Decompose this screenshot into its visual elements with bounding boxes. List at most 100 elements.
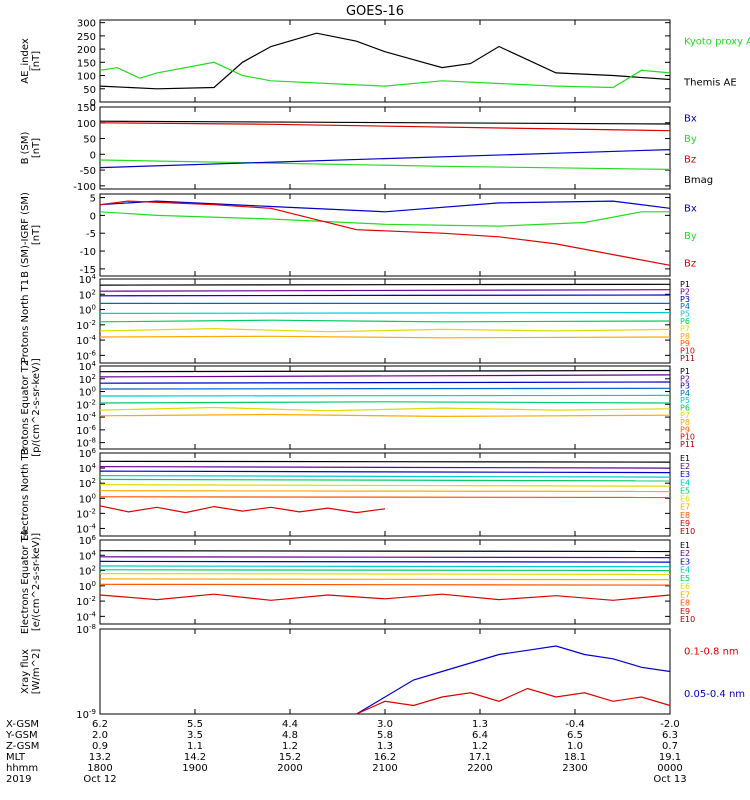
ephemeris-row-label: Z-GSM <box>6 741 39 752</box>
panel-3-legend-p5: P5 <box>680 310 690 319</box>
panel-2-legend-bx: Bx <box>684 204 697 215</box>
ephemeris-value: 1.1 <box>187 741 203 752</box>
panel-6-series-e6 <box>99 572 671 576</box>
panel-5-ytick-label: 10-4 <box>76 522 96 535</box>
panel-4-legend-p6: P6 <box>680 404 690 413</box>
panel-2-legend-bz: Bz <box>684 258 696 269</box>
panel-3-series-p2 <box>99 289 671 292</box>
panel-5-ytick-label: 10-2 <box>76 507 96 520</box>
panel-6-legend-e7: E7 <box>680 590 690 599</box>
panel-6-legend-e4: E4 <box>680 566 690 575</box>
panel-6-series-e1 <box>99 550 671 553</box>
panel-6-legend-e1: E1 <box>680 541 690 550</box>
ephemeris-value: 18.1 <box>564 752 586 763</box>
ephemeris-value: 2300 <box>562 763 587 774</box>
panel-5-ytick-label: 104 <box>79 462 97 475</box>
ephemeris-value: 4.4 <box>282 719 298 730</box>
ephemeris-row-label: MLT <box>6 752 26 763</box>
panel-1-legend-bz: Bz <box>684 154 696 165</box>
panel-5-legend-e8: E8 <box>680 511 690 520</box>
panel-6-legend-e6: E6 <box>680 582 690 591</box>
panel-3-ytick-label: 10-4 <box>76 334 96 347</box>
panel-5-legend-e3: E3 <box>680 470 690 479</box>
ephemeris-value: 0000 <box>657 763 682 774</box>
panel-1-series-by <box>99 159 671 170</box>
ephemeris-value: 3.5 <box>187 730 203 741</box>
panel-5-series-e5 <box>99 478 671 482</box>
panel-1-ytick-label: -50 <box>80 166 96 177</box>
ephemeris-value: 1.2 <box>282 741 298 752</box>
panel-6-series-e7 <box>99 578 671 581</box>
panel-1-legend-bmag: Bmag <box>684 175 713 186</box>
panel-4-series-p2 <box>99 374 671 378</box>
panel-6-ytick-label: 106 <box>79 534 97 547</box>
panel-6-series-e5 <box>99 569 671 572</box>
panel-1-ytick-label: 50 <box>83 135 96 146</box>
panel-0-frame <box>99 19 671 103</box>
panel-1-ytick-label: 100 <box>77 119 96 130</box>
panel-6-series-e9 <box>99 593 671 601</box>
panel-2-ylabel: B (SM)-IGRF (SM)[nT] <box>20 192 42 278</box>
panel-0-ytick-label: 100 <box>77 72 96 83</box>
panel-4-legend-p7: P7 <box>680 411 690 420</box>
panel-2-ytick-label: -5 <box>86 229 96 240</box>
panel-6-legend-e10: E10 <box>680 615 695 624</box>
panel-3-legend-p7: P7 <box>680 324 690 333</box>
panel-5-ylabel: Electrons North T3 <box>20 448 31 541</box>
panel-6-legend-e9: E9 <box>680 607 690 616</box>
panel-2-ytick-label: 5 <box>90 194 96 205</box>
panel-4-ytick-label: 102 <box>79 373 96 386</box>
panel-2-series-bx <box>99 200 671 213</box>
ephemeris-value: 1.2 <box>472 741 488 752</box>
panel-7-ytick-label: 10-8 <box>76 623 96 636</box>
panel-0-ylabel: AE_index[nT] <box>20 38 42 84</box>
panel-4-series-p1 <box>99 369 671 373</box>
panel-0-ytick-label: 0 <box>90 98 96 109</box>
panel-0-ytick-label: 150 <box>77 58 96 69</box>
panel-4-ytick-label: 10-2 <box>76 398 96 411</box>
panel-6-ytick-label: 10-4 <box>76 610 96 623</box>
panel-4-ytick-label: 10-8 <box>76 437 96 450</box>
panel-5-legend-e9: E9 <box>680 519 690 528</box>
ephemeris-value: 13.2 <box>89 752 111 763</box>
ephemeris-value: -0.4 <box>565 719 585 730</box>
panel-4-frame <box>99 365 671 450</box>
panel-4-legend-p10: P10 <box>680 433 695 442</box>
panel-6-frame <box>99 539 671 625</box>
panel-2-legend-by: By <box>684 231 697 242</box>
panel-2-series-bz <box>99 200 671 266</box>
panel-1-series-bz <box>99 122 671 132</box>
panel-5-legend-e4: E4 <box>680 478 690 487</box>
ephemeris-value: 1.3 <box>472 719 488 730</box>
ephemeris-row-label: 2019 <box>6 774 31 785</box>
panel-7-ytick-label: 10-9 <box>76 708 96 721</box>
panel-3-legend-p1: P1 <box>680 280 690 289</box>
panel-4-ytick-label: 100 <box>79 386 96 399</box>
panel-3-ytick-label: 10-2 <box>76 319 96 332</box>
panel-3-legend-p6: P6 <box>680 317 690 326</box>
panel-4-series-p8 <box>99 413 671 418</box>
panel-2-series-by <box>99 211 670 227</box>
ephemeris-value: 2200 <box>467 763 492 774</box>
ephemeris-value: 2100 <box>372 763 397 774</box>
panel-6-legend-e2: E2 <box>680 549 690 558</box>
panel-3-ytick-label: 10-6 <box>76 349 96 362</box>
panel-6-legend-e5: E5 <box>680 574 690 583</box>
panel-6-ytick-label: 104 <box>79 549 97 562</box>
ephemeris-value: 14.2 <box>184 752 206 763</box>
ephemeris-value: 17.1 <box>469 752 491 763</box>
panel-4-series-p3 <box>99 381 671 384</box>
panel-2-ytick-label: -15 <box>80 265 96 276</box>
panel-3-ytick-label: 102 <box>79 288 96 301</box>
panel-0-ytick-label: 300 <box>77 19 96 30</box>
panel-5-series-e4 <box>99 475 671 478</box>
panel-4-ytick-label: 10-4 <box>76 411 96 424</box>
ephemeris-value: 6.4 <box>472 730 488 741</box>
panel-1-frame <box>99 106 671 190</box>
ephemeris-value: 3.0 <box>377 719 393 730</box>
panel-3-series-p8 <box>99 335 671 339</box>
ephemeris-value: 6.3 <box>662 730 678 741</box>
panel-0-legend-themis-ae: Themis AE <box>683 78 737 89</box>
panel-5-series-e2 <box>99 466 671 469</box>
